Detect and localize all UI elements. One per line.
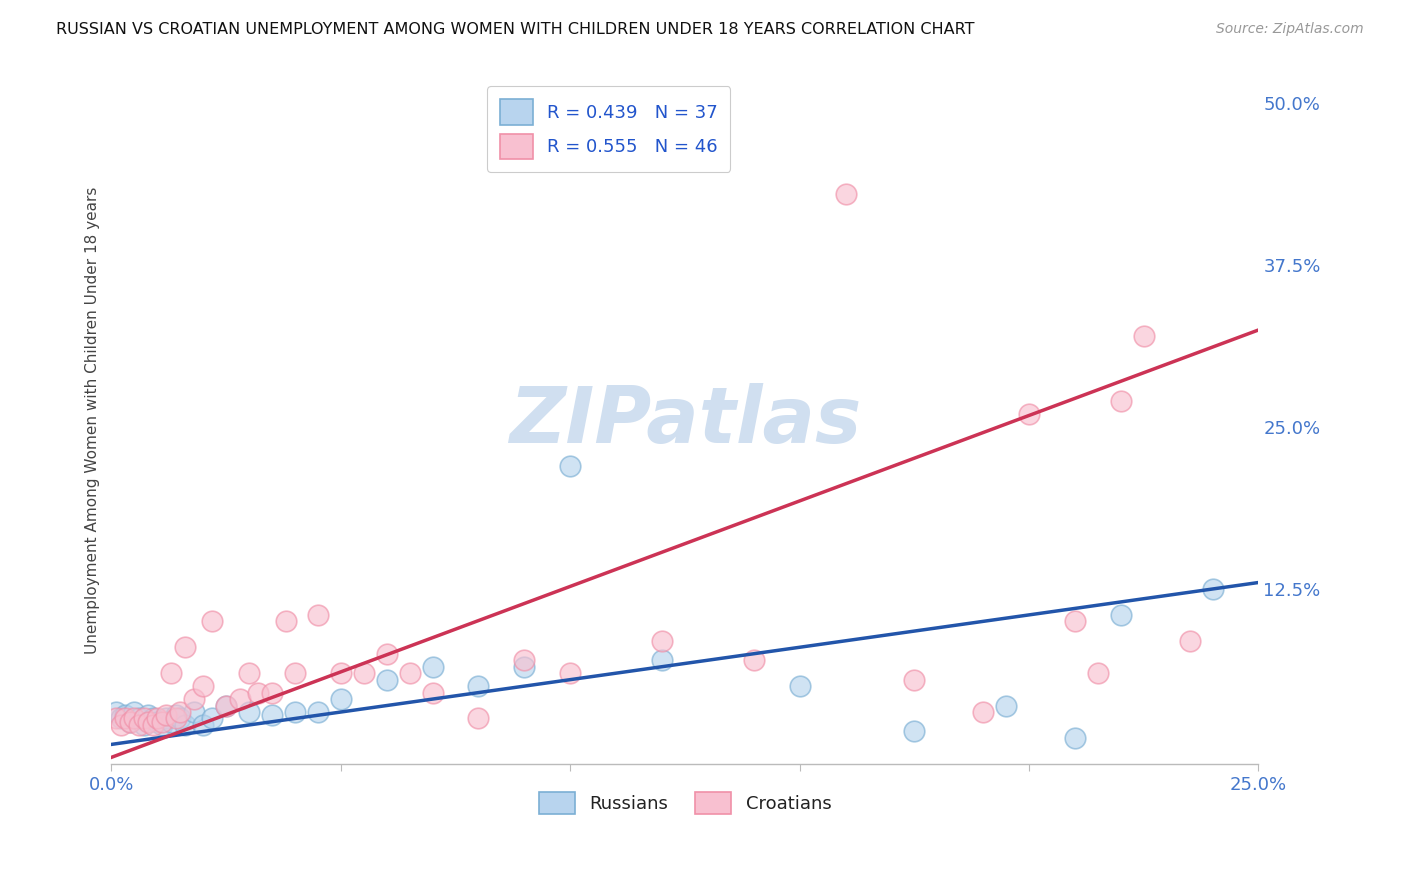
Point: [142, 718, 165, 732]
Point: [995, 698, 1018, 713]
Point: [398, 666, 420, 681]
Point: [247, 685, 270, 699]
Point: [903, 673, 925, 687]
Point: [467, 711, 489, 725]
Point: [165, 707, 187, 722]
Point: [146, 711, 169, 725]
Point: [274, 615, 297, 629]
Text: Source: ZipAtlas.com: Source: ZipAtlas.com: [1216, 22, 1364, 37]
Point: [136, 715, 159, 730]
Point: [142, 711, 165, 725]
Point: [193, 679, 215, 693]
Y-axis label: Unemployment Among Women with Children Under 18 years: Unemployment Among Women with Children U…: [86, 187, 100, 655]
Point: [132, 718, 155, 732]
Point: [1064, 731, 1087, 745]
Point: [284, 705, 307, 719]
Point: [169, 711, 191, 725]
Point: [110, 711, 132, 725]
Point: [284, 666, 307, 681]
Point: [173, 718, 195, 732]
Legend: Russians, Croatians: Russians, Croatians: [530, 783, 841, 823]
Point: [329, 692, 352, 706]
Point: [169, 705, 191, 719]
Point: [789, 679, 811, 693]
Point: [114, 711, 136, 725]
Point: [128, 718, 150, 732]
Point: [155, 711, 177, 725]
Point: [742, 653, 765, 667]
Point: [1087, 666, 1109, 681]
Point: [160, 715, 183, 730]
Text: ZIPatlas: ZIPatlas: [509, 383, 860, 458]
Point: [307, 607, 329, 622]
Point: [329, 666, 352, 681]
Point: [467, 679, 489, 693]
Point: [1132, 329, 1154, 343]
Point: [118, 715, 141, 730]
Point: [183, 692, 205, 706]
Point: [1064, 615, 1087, 629]
Point: [260, 707, 283, 722]
Point: [124, 705, 146, 719]
Point: [375, 673, 398, 687]
Point: [173, 640, 195, 655]
Point: [215, 698, 238, 713]
Point: [972, 705, 994, 719]
Point: [146, 715, 169, 730]
Point: [1178, 633, 1201, 648]
Point: [229, 692, 252, 706]
Point: [201, 615, 224, 629]
Point: [353, 666, 375, 681]
Point: [150, 715, 173, 730]
Point: [118, 715, 141, 730]
Point: [560, 458, 582, 473]
Text: RUSSIAN VS CROATIAN UNEMPLOYMENT AMONG WOMEN WITH CHILDREN UNDER 18 YEARS CORREL: RUSSIAN VS CROATIAN UNEMPLOYMENT AMONG W…: [56, 22, 974, 37]
Point: [150, 718, 173, 732]
Point: [105, 711, 128, 725]
Point: [128, 711, 150, 725]
Point: [201, 711, 224, 725]
Point: [1109, 607, 1132, 622]
Point: [560, 666, 582, 681]
Point: [307, 705, 329, 719]
Point: [238, 666, 260, 681]
Point: [165, 711, 187, 725]
Point: [110, 718, 132, 732]
Point: [513, 653, 536, 667]
Point: [422, 659, 444, 673]
Point: [513, 659, 536, 673]
Point: [1201, 582, 1223, 596]
Point: [1109, 394, 1132, 409]
Point: [238, 705, 260, 719]
Point: [375, 647, 398, 661]
Point: [651, 633, 673, 648]
Point: [114, 707, 136, 722]
Point: [903, 724, 925, 739]
Point: [132, 711, 155, 725]
Point: [183, 705, 205, 719]
Point: [834, 186, 856, 201]
Point: [651, 653, 673, 667]
Point: [136, 707, 159, 722]
Point: [422, 685, 444, 699]
Point: [155, 707, 177, 722]
Point: [215, 698, 238, 713]
Point: [1018, 407, 1040, 421]
Point: [193, 718, 215, 732]
Point: [105, 705, 128, 719]
Point: [124, 711, 146, 725]
Point: [260, 685, 283, 699]
Point: [160, 666, 183, 681]
